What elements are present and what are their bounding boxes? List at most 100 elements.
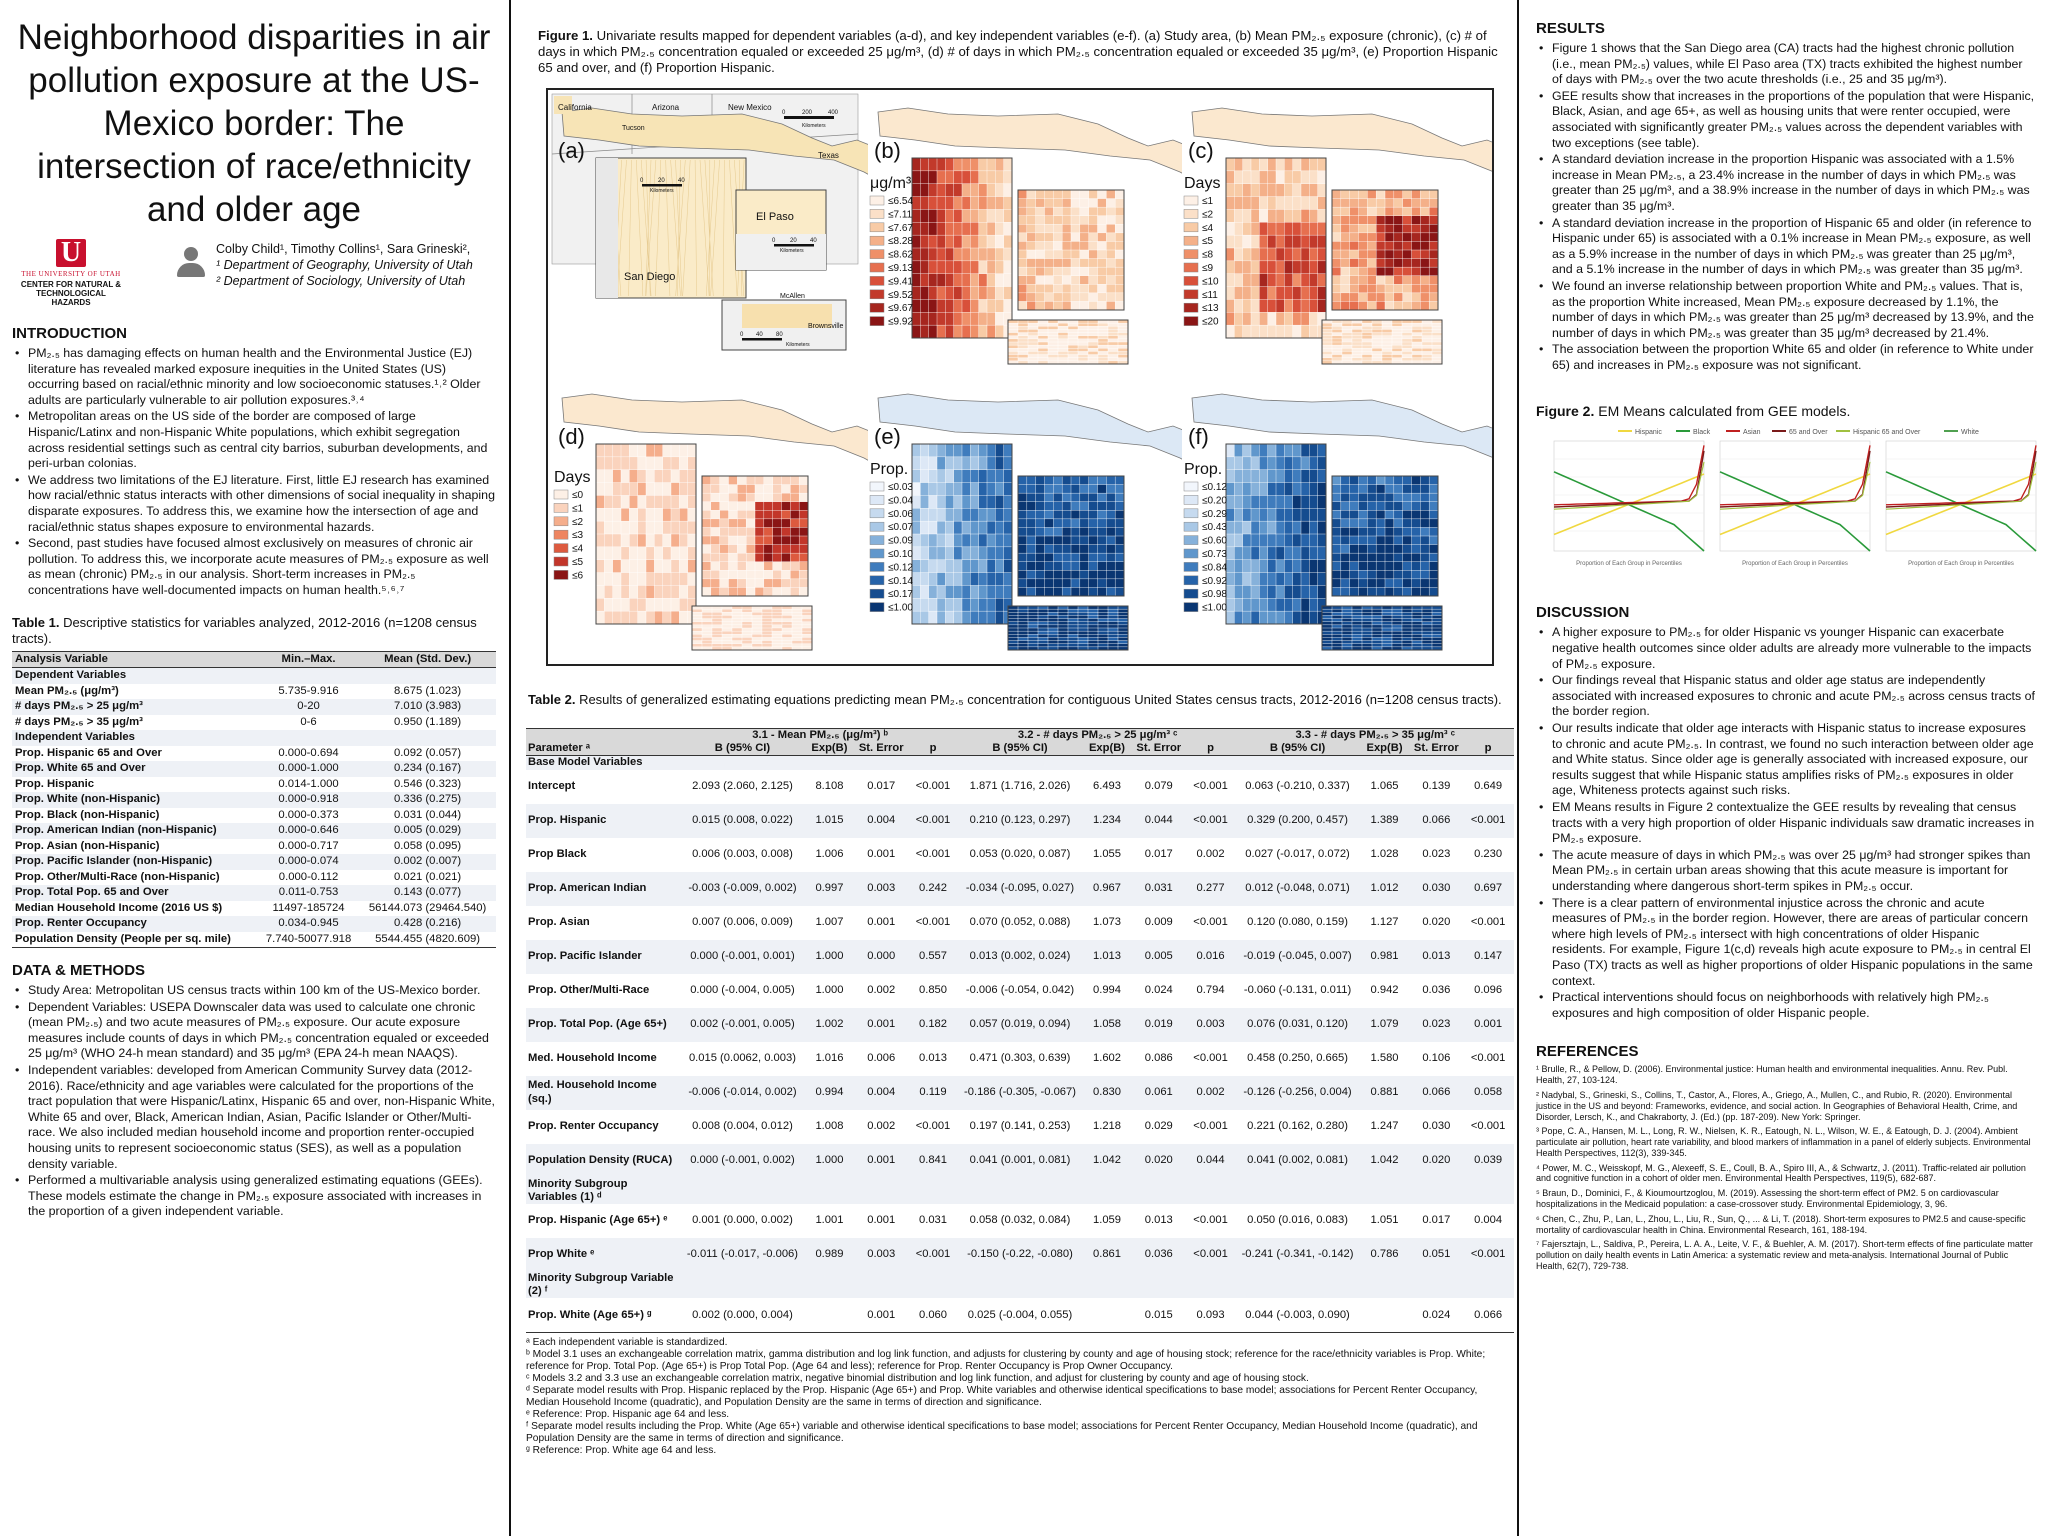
el-paso-tract bbox=[1061, 587, 1072, 597]
table-cell: -0.006 (-0.054, 0.042) bbox=[965, 984, 1075, 996]
legend-swatch bbox=[1183, 588, 1199, 599]
table-cell: 0.000-0.646 bbox=[257, 823, 360, 839]
el-paso-tract bbox=[1420, 284, 1430, 294]
el-paso-tract bbox=[1340, 484, 1351, 494]
san-diego-tract bbox=[945, 469, 955, 484]
san-diego-tract bbox=[1234, 273, 1244, 288]
el-paso-tract bbox=[1070, 241, 1081, 251]
table-cell bbox=[855, 1272, 908, 1299]
el-paso-tract bbox=[728, 544, 738, 554]
san-diego-tract bbox=[953, 247, 963, 262]
san-diego-tract bbox=[928, 482, 938, 497]
scale-bar bbox=[774, 244, 814, 247]
el-paso-tract bbox=[1097, 501, 1107, 511]
san-diego-tract bbox=[961, 598, 971, 612]
el-paso-tract bbox=[1035, 492, 1046, 503]
map-label: San Diego bbox=[624, 271, 675, 283]
table-cell bbox=[855, 755, 908, 770]
san-diego-tract bbox=[1309, 572, 1319, 587]
table-row: Prop. American Indian (non-Hispanic) 0.00… bbox=[12, 823, 496, 839]
el-paso-tract bbox=[1035, 552, 1046, 563]
san-diego-tract bbox=[1275, 533, 1285, 548]
table-cell: 0.000-0.074 bbox=[257, 854, 360, 870]
san-diego-tract bbox=[604, 443, 614, 458]
san-diego-tract bbox=[1267, 234, 1277, 249]
el-paso-tract bbox=[1097, 561, 1107, 571]
san-diego-tract bbox=[1259, 170, 1269, 185]
san-diego-tract bbox=[637, 610, 647, 625]
el-paso-tract bbox=[1097, 587, 1107, 597]
san-diego-tract bbox=[1292, 585, 1302, 599]
san-diego-tract bbox=[928, 247, 938, 262]
legend-swatch bbox=[869, 535, 885, 545]
el-paso-tract bbox=[1384, 258, 1395, 268]
san-diego-tract bbox=[920, 170, 930, 185]
table-cell bbox=[681, 1177, 804, 1205]
el-paso-tract bbox=[754, 570, 765, 580]
el-paso-tract bbox=[1026, 484, 1037, 494]
san-diego-tract bbox=[1259, 209, 1269, 223]
chart-frame bbox=[1719, 441, 1871, 552]
san-diego-tract bbox=[970, 572, 980, 587]
san-diego-tract bbox=[961, 209, 971, 223]
san-diego-tract bbox=[911, 610, 921, 625]
san-diego-tract bbox=[1284, 324, 1294, 339]
author-names: Colby Child¹, Timothy Collins¹, Sara Gri… bbox=[216, 242, 471, 256]
san-diego-tract bbox=[1309, 598, 1319, 612]
table-row-label: Med. Household Income bbox=[528, 1052, 657, 1064]
san-diego-tract bbox=[995, 324, 1005, 339]
table-cell: 0.004 bbox=[1474, 1214, 1503, 1227]
san-diego-tract bbox=[1300, 312, 1310, 326]
san-diego-tract bbox=[920, 286, 930, 301]
san-diego-tract bbox=[1003, 508, 1013, 522]
el-paso-tract bbox=[1044, 510, 1054, 520]
san-diego-tract bbox=[961, 495, 971, 509]
el-paso-tract bbox=[1402, 232, 1413, 243]
table-cell bbox=[855, 1177, 908, 1205]
san-diego-tract bbox=[945, 157, 955, 172]
san-diego-tract bbox=[1225, 559, 1235, 574]
table-row: Prop. American Indian -0.003 (-0.009, 0.0… bbox=[526, 871, 1514, 906]
el-paso-tract bbox=[1428, 301, 1439, 311]
san-diego-tract bbox=[679, 610, 689, 625]
san-diego-tract bbox=[1292, 598, 1302, 612]
el-paso-tract bbox=[1331, 275, 1342, 285]
san-diego-tract bbox=[1275, 508, 1285, 522]
san-diego-tract bbox=[645, 482, 655, 497]
el-paso-tract bbox=[1349, 258, 1360, 268]
san-diego-tract bbox=[1284, 533, 1294, 548]
san-diego-tract bbox=[953, 456, 963, 471]
el-paso-tract bbox=[710, 570, 721, 580]
em-means-chart-2: Proportion of Each Group in Percentiles bbox=[1719, 441, 1871, 567]
san-diego-tract bbox=[1300, 585, 1310, 599]
el-paso-tract bbox=[1070, 292, 1081, 303]
el-paso-tract bbox=[1026, 284, 1037, 294]
san-diego-tract bbox=[986, 286, 996, 301]
san-diego-tract bbox=[670, 456, 680, 471]
el-paso-tract bbox=[790, 484, 800, 494]
san-diego-tract bbox=[920, 196, 930, 211]
tract-line bbox=[682, 159, 691, 297]
el-paso-tract bbox=[1420, 484, 1430, 494]
san-diego-tract bbox=[1284, 572, 1294, 587]
san-diego-tract bbox=[970, 598, 980, 612]
san-diego-tract bbox=[1284, 157, 1294, 172]
el-paso-tract bbox=[1106, 578, 1116, 589]
san-diego-tract bbox=[970, 495, 980, 509]
el-paso-tract bbox=[1088, 475, 1099, 486]
el-paso-tract bbox=[1411, 501, 1421, 511]
el-paso-tract bbox=[1420, 578, 1430, 589]
el-paso-tract bbox=[745, 578, 756, 589]
san-diego-tract bbox=[1259, 520, 1269, 535]
el-paso-tract bbox=[1393, 241, 1404, 251]
san-diego-tract bbox=[1225, 482, 1235, 497]
el-paso-tract bbox=[1061, 501, 1072, 511]
san-diego-tract bbox=[1309, 559, 1319, 574]
table-cell: 0.002 bbox=[1184, 1075, 1237, 1110]
table-cell: 0.002 (0.007) bbox=[359, 854, 496, 870]
san-diego-tract bbox=[1292, 533, 1302, 548]
el-paso-tract bbox=[754, 552, 765, 563]
san-diego-tract bbox=[1300, 157, 1310, 172]
san-diego-tract bbox=[953, 469, 963, 484]
table-cell: # days PM₂.₅ > 25 μg/m³ bbox=[12, 699, 258, 715]
